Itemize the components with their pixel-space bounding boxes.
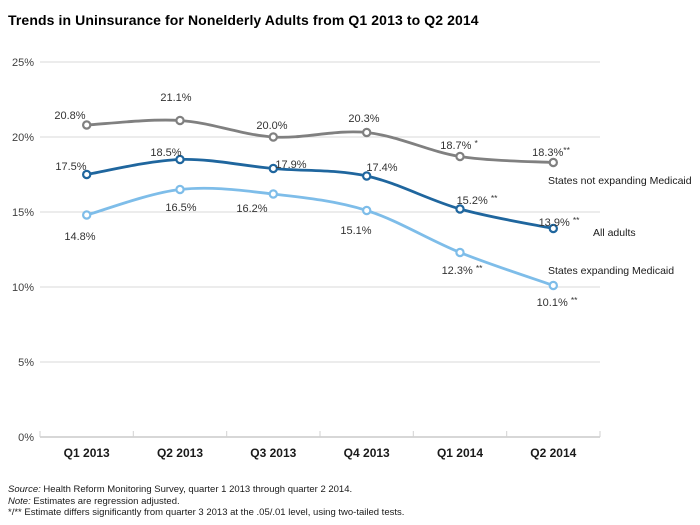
x-tick-label: Q3 2013 [250,446,296,460]
data-point-label: 16.5% [165,202,196,214]
data-point-marker [455,204,465,214]
data-point-label: 10.1% ** [537,295,579,309]
x-tick-label: Q1 2013 [64,446,110,460]
data-point-marker [548,280,559,291]
regression-note: Note: Estimates are regression adjusted. [8,495,180,507]
data-point-marker [268,132,278,142]
series-label: States expanding Medicaid [548,265,674,277]
data-point-marker [268,189,278,199]
data-point-marker [362,205,372,216]
data-point-label: 17.5% [55,161,86,173]
data-point-label: 17.4% [366,162,397,174]
data-point-label: 20.3% [348,113,379,125]
data-point-marker [81,169,92,180]
series-line-0 [85,118,555,164]
y-tick-label: 5% [18,357,34,369]
y-tick-label: 15% [12,207,34,219]
data-point-marker [175,184,185,195]
data-point-label: 16.2% [236,203,267,215]
data-point-marker [268,163,278,174]
data-point-marker [455,151,465,162]
data-point-label: 15.2% ** [457,193,499,207]
chart-title: Trends in Uninsurance for Nonelderly Adu… [8,12,479,28]
data-point-marker [81,210,92,220]
chart-notes: Source: Health Reform Monitoring Survey,… [8,484,668,519]
source-note: Source: Health Reform Monitoring Survey,… [8,484,353,495]
significance-note: */** Estimate differs significantly from… [8,507,405,519]
data-point-label: 18.3%** [532,145,571,159]
data-point-marker [362,127,372,138]
data-point-marker [362,171,372,181]
data-point-marker [81,120,92,130]
data-point-marker [455,247,465,258]
x-tick-label: Q1 2014 [437,446,483,460]
series-label: States not expanding Medicaid [548,175,692,187]
data-point-label: 20.8% [54,110,85,122]
data-point-label: 12.3% ** [442,263,484,277]
data-point-marker [175,115,185,126]
data-point-label: 15.1% [340,225,371,237]
x-tick-label: Q2 2014 [530,446,576,460]
x-tick-label: Q2 2013 [157,446,203,460]
y-tick-label: 10% [12,282,34,294]
data-point-marker [175,154,185,165]
y-tick-label: 25% [12,57,34,69]
data-point-label: 18.5% [150,147,181,159]
data-point-label: 14.8% [64,231,95,243]
y-tick-label: 0% [18,432,34,444]
data-point-label: 18.7% * [440,138,478,152]
series-line-2 [85,186,555,287]
series-line-1 [85,158,555,230]
x-tick-label: Q4 2013 [344,446,390,460]
data-point-label: 13.9% ** [539,215,581,229]
y-tick-label: 20% [12,132,34,144]
data-point-label: 20.0% [256,120,287,132]
data-point-marker [548,157,559,168]
data-point-label: 21.1% [160,92,191,104]
data-point-label: 17.9% [275,159,306,171]
series-label: All adults [593,227,636,239]
data-point-marker [548,223,559,234]
